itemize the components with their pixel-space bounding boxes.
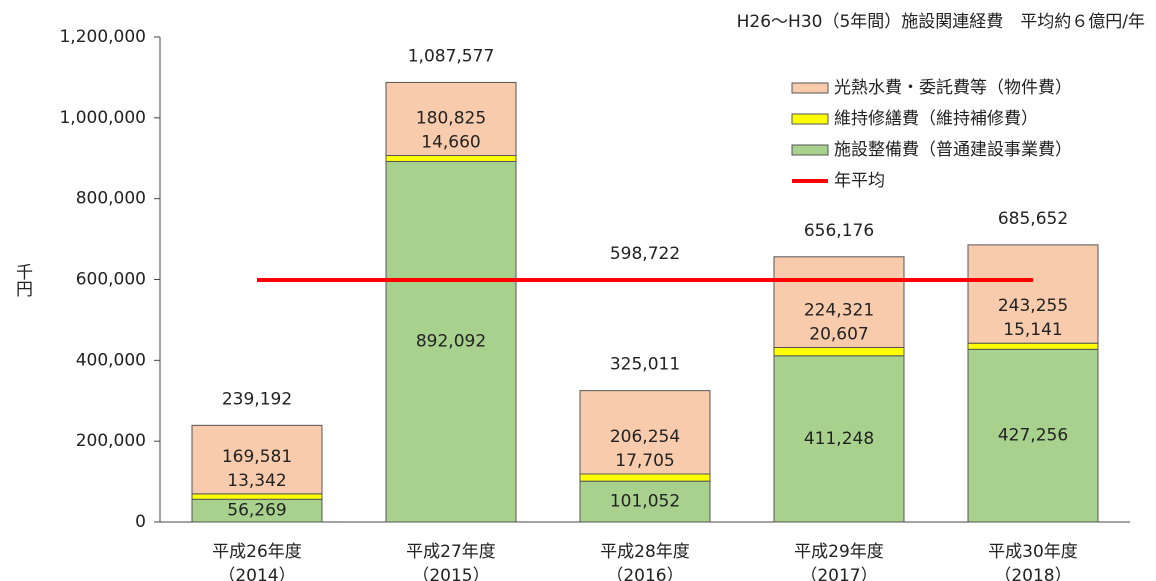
bar-segment xyxy=(967,342,1099,350)
value-label: 411,248 xyxy=(804,429,874,449)
value-label: 15,141 xyxy=(1003,320,1062,340)
y-tick-label: 1,000,000 xyxy=(59,108,146,128)
x-tick-label: 平成26年度 xyxy=(212,542,302,562)
value-label: 892,092 xyxy=(416,332,486,352)
total-label: 1,087,577 xyxy=(408,46,495,66)
bar-segment xyxy=(385,81,517,157)
legend-label: 光熱水費・委託費等（物件費） xyxy=(834,78,1072,98)
x-tick-label: 平成29年度 xyxy=(794,542,884,562)
bar-segment xyxy=(579,390,711,475)
x-tick-label: 平成27年度 xyxy=(406,542,496,562)
bar-segment xyxy=(773,256,905,348)
legend-label: 施設整備費（普通建設事業費） xyxy=(834,140,1072,160)
legend-swatch xyxy=(791,113,829,125)
value-label: 206,254 xyxy=(610,427,680,447)
x-tick-label: （2018） xyxy=(994,566,1071,581)
bar-segment xyxy=(385,160,517,523)
y-tick-label: 1,200,000 xyxy=(59,27,146,47)
value-label: 13,342 xyxy=(227,471,286,491)
value-label: 17,705 xyxy=(615,451,674,471)
bar-segment xyxy=(191,493,323,500)
x-tick-label: （2017） xyxy=(800,566,877,581)
bar-segment xyxy=(579,473,711,482)
value-label: 14,660 xyxy=(421,133,480,153)
total-label: 325,011 xyxy=(610,355,680,375)
value-label: 56,269 xyxy=(227,501,286,521)
x-tick-label: 平成30年度 xyxy=(988,542,1078,562)
bar-segment xyxy=(967,244,1099,344)
total-label: 685,652 xyxy=(998,209,1068,229)
x-tick-label: （2015） xyxy=(412,566,489,581)
legend-swatch xyxy=(791,82,829,94)
legend-swatch xyxy=(791,144,829,156)
value-label: 169,581 xyxy=(222,447,292,467)
total-label: 656,176 xyxy=(804,221,874,241)
x-tick-label: （2014） xyxy=(218,566,295,581)
bar-segment xyxy=(191,424,323,495)
value-label: 180,825 xyxy=(416,109,486,129)
legend-label: 維持修繕費（維持補修費） xyxy=(834,109,1038,129)
y-tick-label: 600,000 xyxy=(76,270,146,290)
y-tick-label: 800,000 xyxy=(76,189,146,209)
total-label: 239,192 xyxy=(222,389,292,409)
value-label: 101,052 xyxy=(610,492,680,512)
bar-segment xyxy=(773,346,905,357)
bar-segment xyxy=(967,348,1099,523)
value-label: 243,255 xyxy=(998,296,1068,316)
y-tick-label: 200,000 xyxy=(76,431,146,451)
bar-segment xyxy=(385,155,517,162)
x-tick-label: 平成28年度 xyxy=(600,542,690,562)
value-label: 20,607 xyxy=(809,324,868,344)
y-tick-label: 400,000 xyxy=(76,350,146,370)
x-tick-label: （2016） xyxy=(606,566,683,581)
y-tick-label: 0 xyxy=(135,512,146,532)
bar-segment xyxy=(773,355,905,523)
y-axis-label: 千円 xyxy=(12,263,33,298)
value-label: 427,256 xyxy=(998,426,1068,446)
value-label: 224,321 xyxy=(804,300,874,320)
legend-label: 年平均 xyxy=(834,171,885,191)
average-label: 598,722 xyxy=(610,244,680,264)
annotation: H26～H30（5年間）施設関連経費 平均約６億円/年 xyxy=(737,12,1145,32)
